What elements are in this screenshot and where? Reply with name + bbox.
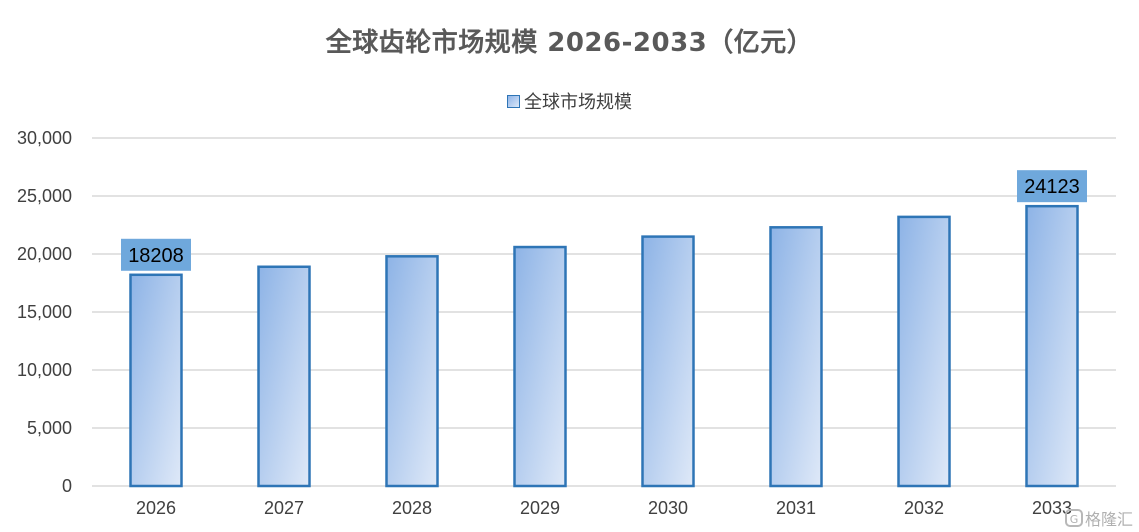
data-label-text: 24123 xyxy=(1024,176,1080,198)
x-tick-label: 2027 xyxy=(264,498,304,518)
watermark: G 格隆汇 xyxy=(1064,506,1133,530)
data-label-box xyxy=(1017,170,1087,203)
y-tick-label: 20,000 xyxy=(17,244,72,264)
legend-label: 全球市场规模 xyxy=(524,92,632,113)
legend-swatch xyxy=(507,94,520,108)
gridlines xyxy=(92,137,1116,487)
y-axis-labels: 0 5,000 10,000 15,000 20,000 25,000 30,000 xyxy=(17,128,72,496)
bar xyxy=(513,245,567,488)
y-tick-label: 30,000 xyxy=(17,128,72,148)
bars xyxy=(129,204,1079,488)
data-label: 18208 xyxy=(121,238,191,271)
x-tick-label: 2026 xyxy=(136,498,176,518)
bar xyxy=(769,226,823,488)
data-labels: 18208 24123 xyxy=(121,170,1087,271)
bar xyxy=(257,265,311,488)
bar xyxy=(385,255,439,488)
x-tick-label: 2030 xyxy=(648,498,688,518)
x-tick-label: 2029 xyxy=(520,498,560,518)
bar xyxy=(1025,204,1079,488)
watermark-text: 格隆汇 xyxy=(1084,510,1133,529)
y-tick-label: 0 xyxy=(62,476,72,496)
x-tick-label: 2032 xyxy=(904,498,944,518)
data-label: 24123 xyxy=(1017,170,1087,203)
y-tick-label: 15,000 xyxy=(17,302,72,322)
chart-legend: 全球市场规模 xyxy=(0,88,1139,114)
data-label-text: 18208 xyxy=(128,245,184,267)
y-tick-label: 5,000 xyxy=(27,418,72,438)
chart-title: 全球齿轮市场规模 2026-2033（亿元） xyxy=(325,28,814,58)
watermark-logo-icon: G xyxy=(1064,509,1083,527)
bar xyxy=(129,273,183,488)
bar xyxy=(641,235,695,488)
y-tick-label: 10,000 xyxy=(17,360,72,380)
y-tick-label: 25,000 xyxy=(17,186,72,206)
x-axis-labels: 2026 2027 2028 2029 2030 2031 2032 2033 xyxy=(136,498,1072,518)
x-tick-label: 2033 xyxy=(1032,498,1072,518)
x-tick-label: 2031 xyxy=(776,498,816,518)
x-tick-label: 2028 xyxy=(392,498,432,518)
bar xyxy=(897,215,951,488)
data-label-box xyxy=(121,238,191,271)
